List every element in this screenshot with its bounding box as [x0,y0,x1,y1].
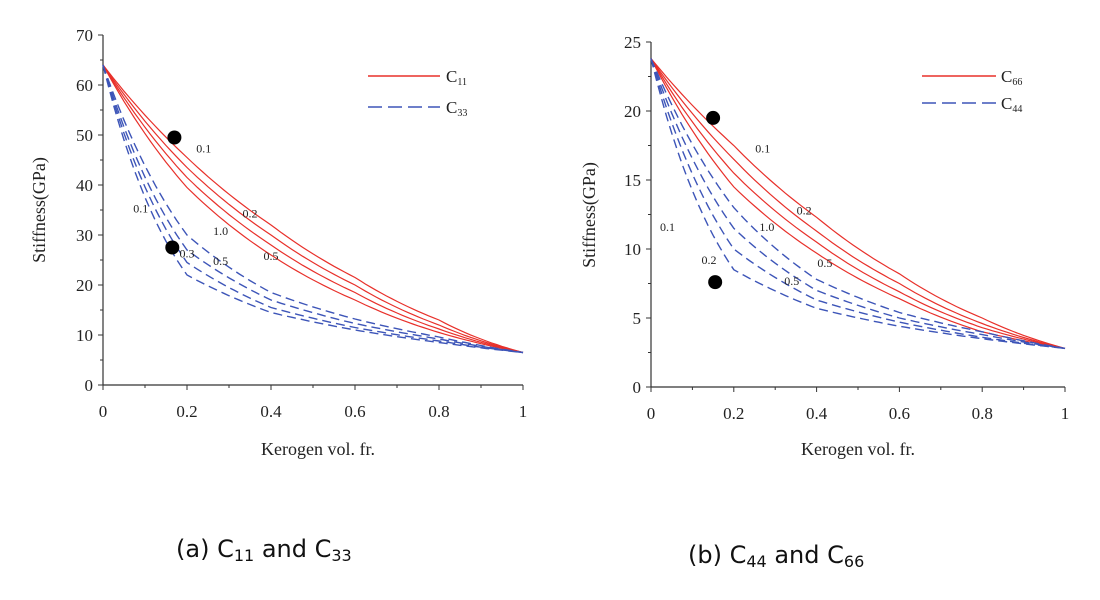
y-axis-title: Stiffness(GPa) [29,157,50,263]
x-axis-title: Kerogen vol. fr. [261,439,375,459]
x-axis-title: Kerogen vol. fr. [801,439,915,459]
curve-label: 0.1 [755,141,770,155]
y-tick-label: 60 [76,76,93,95]
curve-label: 1.0 [213,224,228,238]
curve-label: 0.5 [213,254,228,268]
series-line-solid-0 [650,58,1066,349]
y-axis-title: Stiffness(GPa) [579,162,600,268]
y-tick-label: 50 [76,126,93,145]
curve-label: 0.5 [784,274,799,288]
curve-label: 1.0 [759,220,774,234]
legend-label: C11 [446,67,467,88]
x-tick-label: 0.4 [260,402,282,421]
x-tick-label: 0.2 [176,402,197,421]
panel-b-chart: 0 5 10 15 20 25 0 0.2 0.4 0.6 0.8 1 Kerogen vol. fr.… [579,33,1069,459]
data-marker [165,240,180,255]
y-tick-label: 10 [76,326,93,345]
curve-label: 0.2 [243,207,258,221]
y-tick-label: 40 [76,176,93,195]
panel-a-chart: 0 10 20 30 40 50 60 70 0 0.2 0.4 0.6 0.8 1 Kerogen vol… [29,26,527,459]
data-marker [706,110,721,125]
y-tick-label: 20 [624,102,641,121]
series-line-dashed-6 [650,58,1066,350]
y-tick-label: 5 [633,309,642,328]
y-tick-label: 10 [624,240,641,259]
y-tick-label: 0 [85,376,94,395]
x-tick-label: 0.2 [723,404,744,423]
legend-label: C33 [446,98,467,119]
series-line-dashed-4 [650,58,1066,350]
series-line-solid-1 [102,64,524,354]
series-line-dashed-5 [650,58,1066,350]
curve-label: 0.5 [817,256,832,270]
legend-label: C44 [1001,94,1022,115]
x-tick-label: 0.8 [428,402,449,421]
series-line-solid-2 [650,58,1066,349]
curve-label: 0.5 [264,249,279,263]
caption-b: (b) C44 and C66 [688,541,865,571]
x-tick-label: 0 [99,402,108,421]
curve-label: 0.2 [797,204,812,218]
y-tick-label: 15 [624,171,641,190]
legend-label: C66 [1001,67,1022,88]
x-tick-label: 0.6 [344,402,365,421]
y-tick-label: 20 [76,276,93,295]
series-line-solid-3 [102,64,524,354]
x-tick-label: 0.6 [889,404,910,423]
series-line-dashed-7 [650,58,1066,350]
series-line-solid-1 [650,58,1066,349]
x-tick-label: 0.4 [806,404,828,423]
x-tick-label: 1 [519,402,528,421]
data-marker [167,130,182,145]
series-line-dashed-7 [102,64,524,354]
data-marker [708,275,723,290]
curve-label: 0.3 [180,247,195,261]
caption-a: (a) C11 and C33 [176,535,352,565]
y-tick-label: 25 [624,33,641,52]
curve-label: 0.2 [701,253,716,267]
curve-label: 0.1 [196,142,211,156]
x-tick-label: 0 [647,404,656,423]
y-tick-label: 0 [633,378,642,397]
y-tick-label: 30 [76,226,93,245]
curve-label: 0.1 [133,202,148,216]
y-tick-label: 70 [76,26,93,45]
series-line-solid-2 [102,64,524,354]
curve-label: 0.1 [660,220,675,234]
x-tick-label: 0.8 [972,404,993,423]
x-tick-label: 1 [1061,404,1070,423]
